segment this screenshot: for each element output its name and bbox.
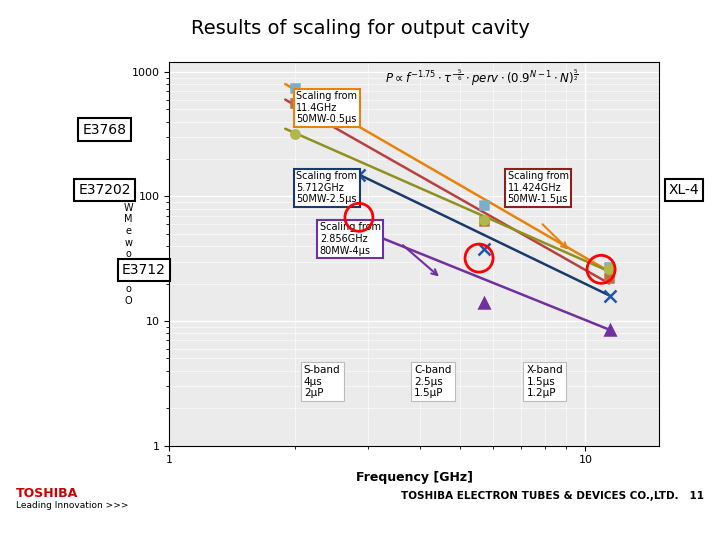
Text: E37202: E37202 — [78, 183, 130, 197]
Text: E3712: E3712 — [122, 263, 166, 277]
X-axis label: Frequency [GHz]: Frequency [GHz] — [356, 471, 472, 484]
Text: Leading Innovation >>>: Leading Innovation >>> — [16, 501, 128, 510]
Text: X-band
1.5μs
1.2μP: X-band 1.5μs 1.2μP — [526, 365, 563, 398]
Text: Scaling from
5.712GHz
50MW-2.5μs: Scaling from 5.712GHz 50MW-2.5μs — [297, 171, 357, 204]
Text: Scaling from
11.424GHz
50MW-1.5μs: Scaling from 11.424GHz 50MW-1.5μs — [508, 171, 569, 204]
Text: ]
W
M
e
w
o
p
u
o
O: ] W M e w o p u o O — [123, 191, 133, 306]
Text: Scaling from
11.4GHz
50MW-0.5μs: Scaling from 11.4GHz 50MW-0.5μs — [297, 91, 357, 124]
Text: TOSHIBA: TOSHIBA — [16, 487, 78, 500]
Text: E3768: E3768 — [82, 123, 127, 137]
Text: XL-4: XL-4 — [669, 183, 699, 197]
Text: $P \propto f^{-1.75} \cdot \tau^{-\frac{5}{6}} \cdot perv \cdot (0.9^{N-1} \cdot: $P \propto f^{-1.75} \cdot \tau^{-\frac{… — [384, 68, 578, 88]
Text: Scaling from
2.856GHz
80MW-4μs: Scaling from 2.856GHz 80MW-4μs — [320, 222, 381, 255]
Text: Results of scaling for output cavity: Results of scaling for output cavity — [191, 19, 529, 38]
Text: S-band
4μs
2μP: S-band 4μs 2μP — [304, 365, 341, 398]
Text: C-band
2.5μs
1.5μP: C-band 2.5μs 1.5μP — [414, 365, 451, 398]
Text: TOSHIBA ELECTRON TUBES & DEVICES CO.,LTD.   11: TOSHIBA ELECTRON TUBES & DEVICES CO.,LTD… — [401, 491, 704, 502]
